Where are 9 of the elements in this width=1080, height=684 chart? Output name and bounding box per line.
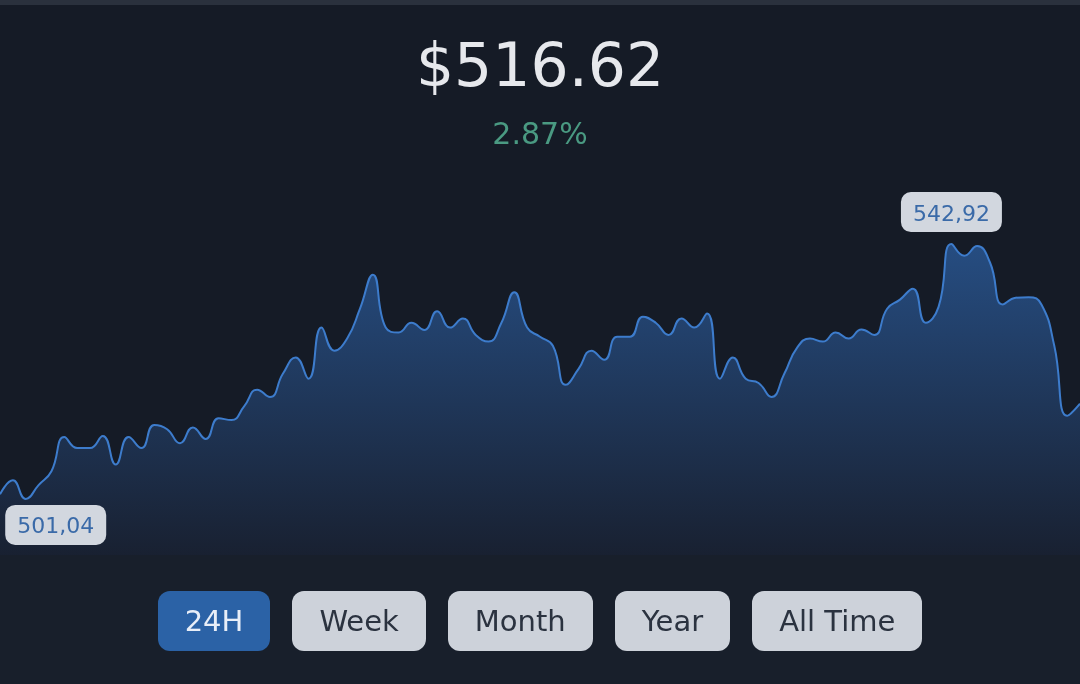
chart-title: $516.62	[414, 30, 666, 100]
data-label: 501,04	[17, 513, 95, 539]
data-label: 542,92	[912, 200, 990, 226]
annotation: Month	[447, 591, 593, 651]
annotation: Year	[614, 591, 731, 651]
annotation: Week	[292, 591, 426, 651]
chart-subtitle: 2.87%	[491, 116, 589, 151]
annotation: 24H	[157, 591, 271, 651]
annotation: All Time	[752, 591, 923, 651]
